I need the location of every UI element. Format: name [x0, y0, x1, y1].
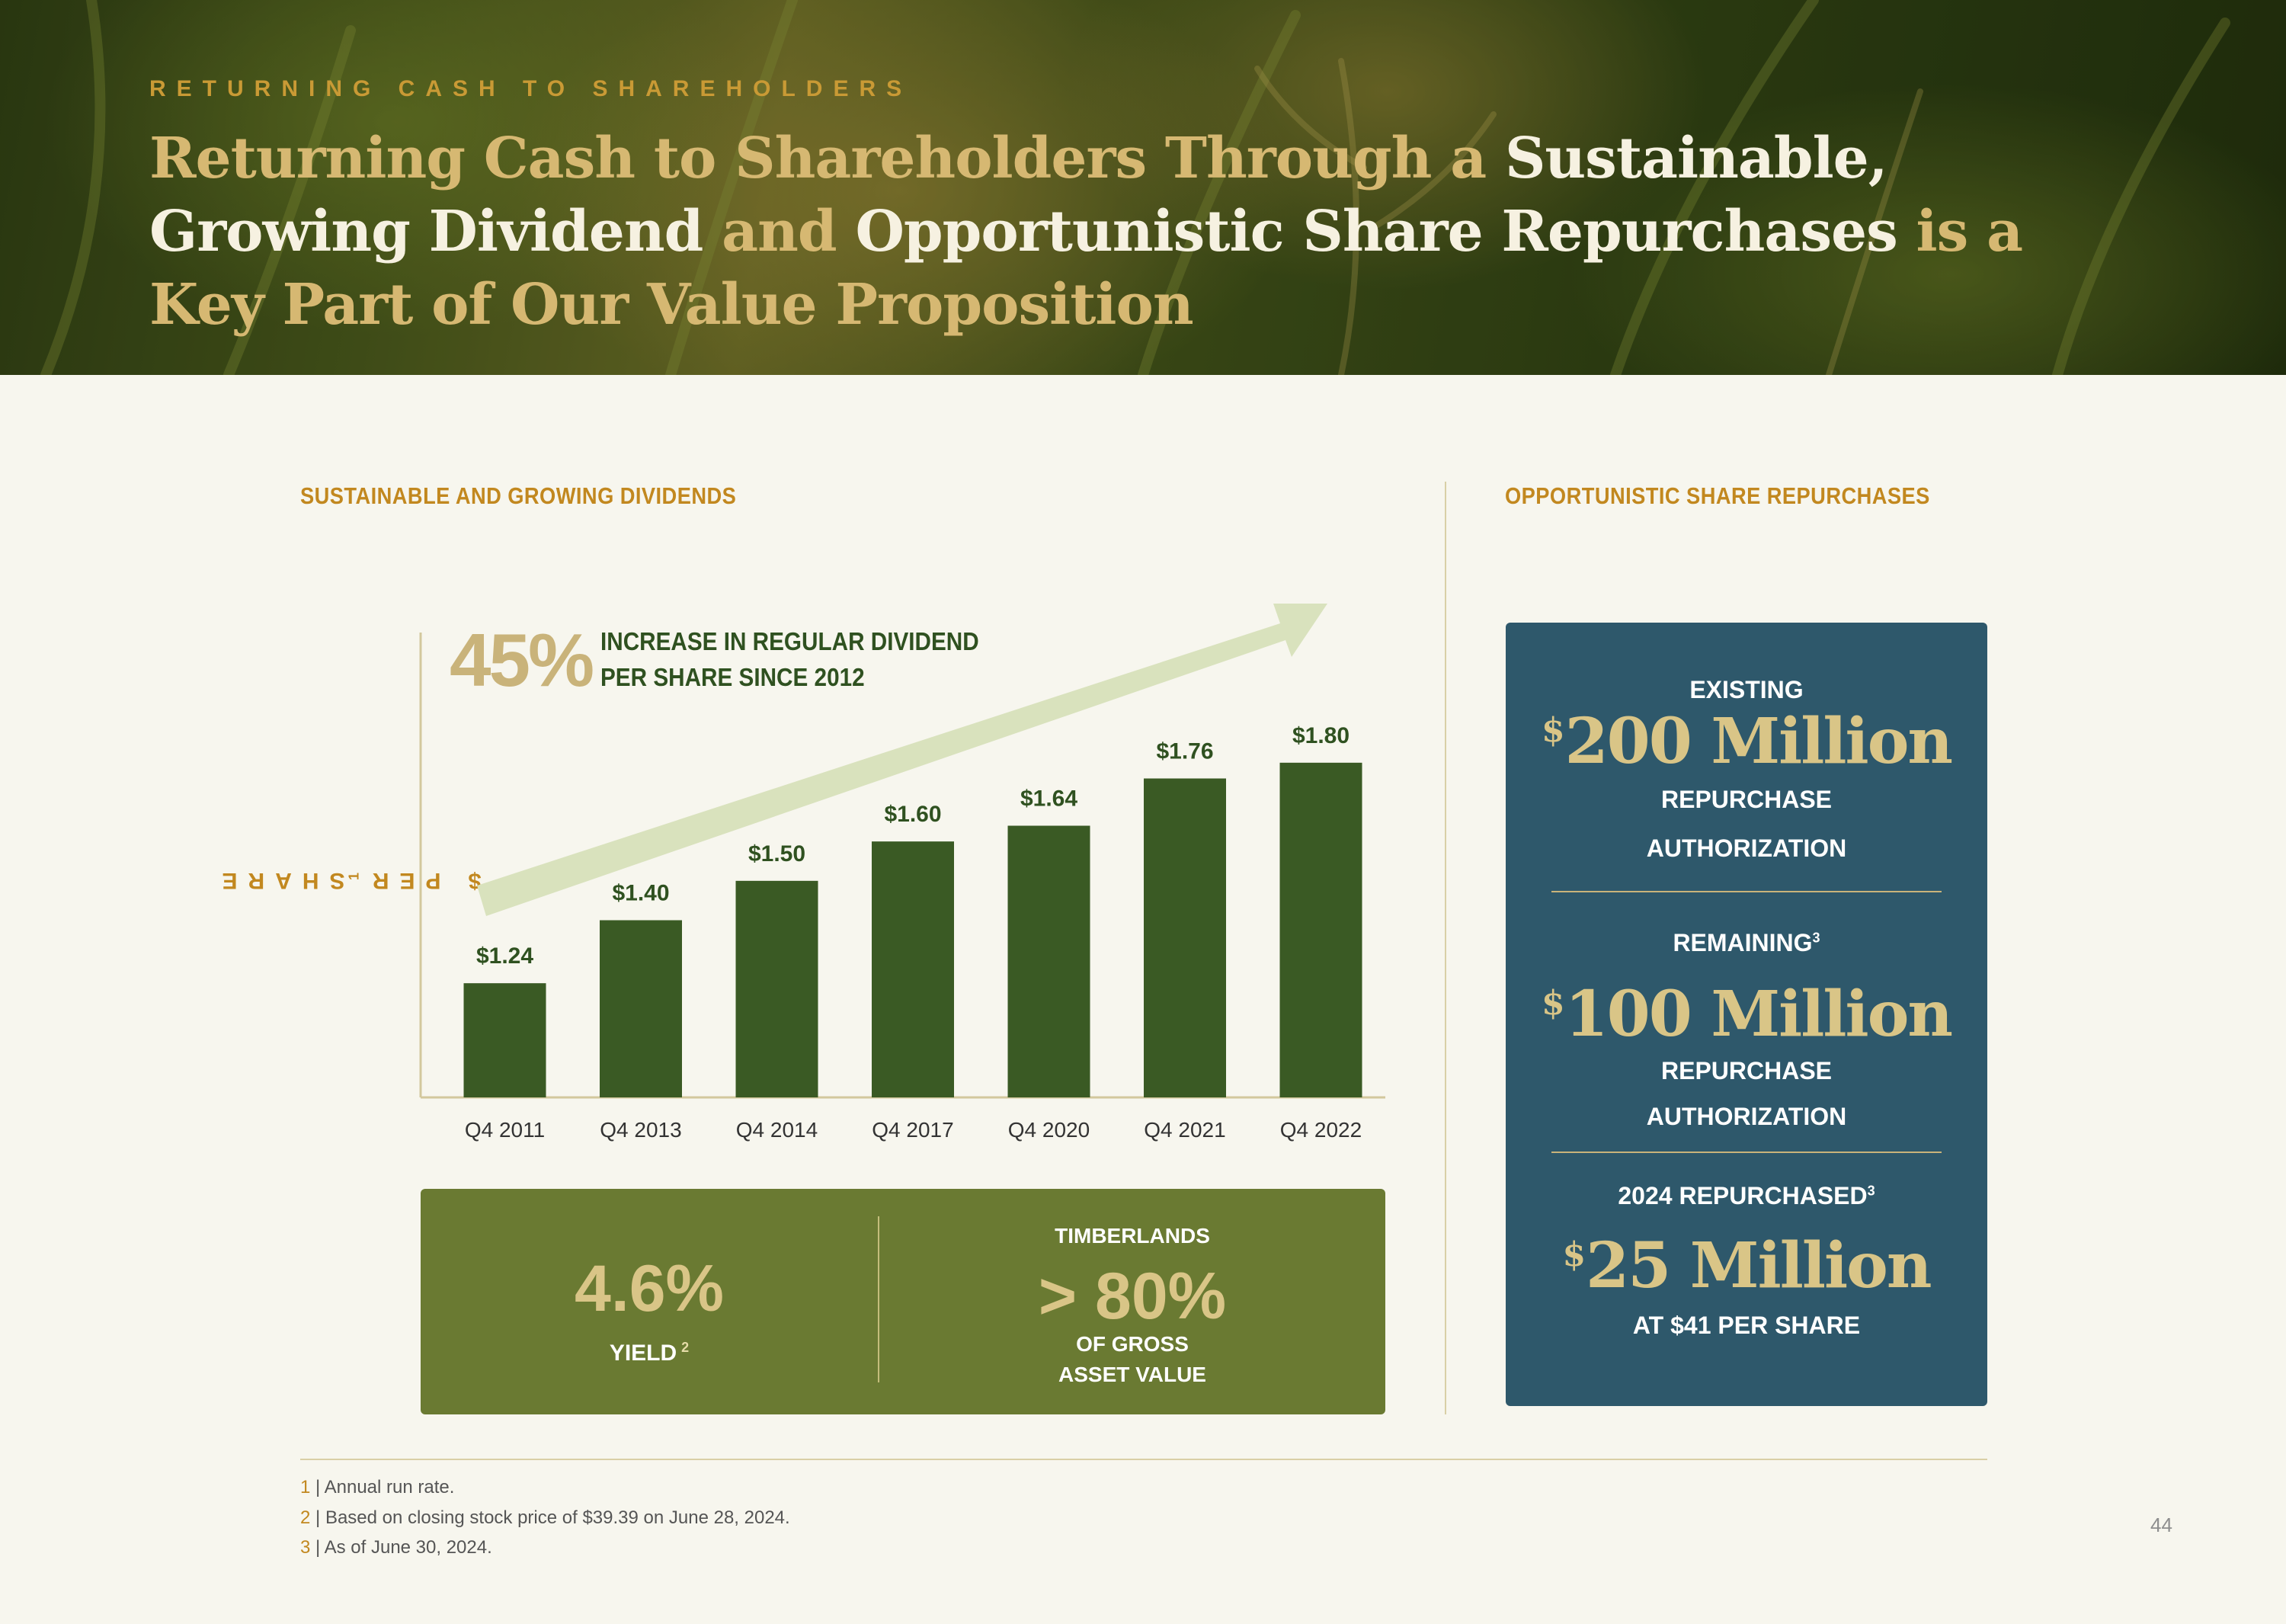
headline-segment: Returning Cash to Shareholders Through a: [149, 126, 1505, 191]
x-tick-label: Q4 2022: [1280, 1118, 1362, 1142]
x-tick-label: Q4 2017: [872, 1118, 953, 1142]
timberlands-caption: OF GROSS ASSET VALUE: [879, 1329, 1385, 1390]
stat-text-line1: INCREASE IN REGULAR DIVIDEND: [600, 627, 979, 655]
bar-q4-2022: [1279, 762, 1362, 1097]
repurchase-card: EXISTING $200 Million REPURCHASE AUTHORI…: [1506, 623, 1987, 1406]
data-label: $1.40: [612, 881, 669, 906]
data-label: $1.50: [748, 841, 805, 866]
x-tick-label: Q4 2011: [465, 1118, 545, 1142]
headline-segment: Sustainable, Growing Dividend: [149, 126, 1888, 264]
yield-box-divider: [878, 1216, 879, 1382]
yield-footnote-marker: 2: [681, 1340, 690, 1355]
page-headline: Returning Cash to Shareholders Through a…: [149, 122, 2131, 341]
repurchased-amount: $25 Million: [1562, 1229, 1932, 1302]
existing-sub-line1: REPURCHASE: [1660, 786, 1833, 813]
bar-q4-2014: [735, 880, 818, 1097]
dividends-section-title: SUSTAINABLE AND GROWING DIVIDENDS: [300, 482, 737, 509]
repurchases-section-title: OPPORTUNISTIC SHARE REPURCHASES: [1505, 482, 1930, 509]
timberlands-value: > 80%: [1038, 1260, 1227, 1333]
yield-stats-box: 4.6% YIELD 2 TIMBERLANDS > 80% OF GROSS A…: [421, 1189, 1385, 1414]
x-tick-label: Q4 2014: [736, 1118, 818, 1142]
page-number: 44: [2150, 1513, 2172, 1536]
dividend-increase-value: 45%: [450, 618, 594, 702]
section-divider: [1445, 482, 1446, 1414]
data-label: $1.64: [1020, 786, 1077, 812]
yield-label: YIELD: [609, 1341, 677, 1366]
dividend-increase-text: INCREASE IN REGULAR DIVIDEND PER SHARE S…: [600, 623, 985, 695]
card-rule-1: [1551, 891, 1942, 892]
bar-q4-2011: [463, 983, 546, 1097]
headline-segment: Opportunistic Share Repurchases: [855, 199, 1897, 264]
trend-arrow: [477, 604, 1327, 916]
bar-q4-2021: [1144, 778, 1226, 1097]
grass-photo-background: [0, 0, 2286, 375]
data-label: $1.76: [1156, 739, 1213, 764]
x-tick-label: Q4 2013: [600, 1118, 681, 1142]
header-banner: RETURNING CASH TO SHAREHOLDERS Returning…: [0, 0, 2286, 375]
bar-q4-2013: [600, 920, 682, 1097]
card-rule-2: [1551, 1152, 1942, 1153]
timberlands-stat: TIMBERLANDS > 80% OF GROSS ASSET VALUE: [879, 1189, 1385, 1414]
bar-q4-2017: [872, 841, 954, 1097]
x-tick-label: Q4 2021: [1144, 1118, 1225, 1142]
yield-value: 4.6%: [574, 1252, 725, 1325]
footnote-3: 3 | As of June 30, 2024.: [300, 1537, 492, 1558]
repurchased-label: 2024 REPURCHASED3: [1618, 1182, 1875, 1209]
yield-label-wrap: YIELD 2: [421, 1332, 878, 1369]
footnote-2: 2 | Based on closing stock price of $39.…: [300, 1507, 790, 1528]
footnote-1: 1 | Annual run rate.: [300, 1477, 455, 1497]
remaining-amount: $100 Million: [1541, 978, 1953, 1051]
remaining-label: REMAINING3: [1673, 929, 1820, 956]
remaining-sub-line1: REPURCHASE: [1660, 1057, 1833, 1084]
timberlands-caption-line2: ASSET VALUE: [1058, 1363, 1206, 1386]
repurchased-sub: AT $41 PER SHARE: [1632, 1312, 1861, 1339]
existing-sub-line2: AUTHORIZATION: [1646, 834, 1847, 862]
remaining-sub-line2: AUTHORIZATION: [1646, 1103, 1847, 1130]
footer-rule: [300, 1459, 1987, 1460]
data-label: $1.24: [476, 943, 533, 969]
eyebrow-label: RETURNING CASH TO SHAREHOLDERS: [149, 76, 913, 101]
timberlands-caption-line1: OF GROSS: [1076, 1332, 1189, 1356]
existing-label: EXISTING: [1689, 676, 1804, 703]
stat-text-line2: PER SHARE SINCE 2012: [600, 663, 865, 691]
existing-amount: $200 Million: [1541, 705, 1953, 778]
headline-segment: is a Key Part of Our Value Proposition: [149, 199, 2023, 338]
timberlands-label: TIMBERLANDS: [1055, 1224, 1210, 1248]
data-label: $1.60: [884, 802, 941, 827]
data-label: $1.80: [1292, 723, 1350, 748]
bar-q4-2020: [1007, 825, 1090, 1097]
x-tick-label: Q4 2020: [1008, 1118, 1090, 1142]
headline-segment: and: [703, 199, 856, 264]
yield-stat: 4.6% YIELD 2: [421, 1189, 878, 1414]
